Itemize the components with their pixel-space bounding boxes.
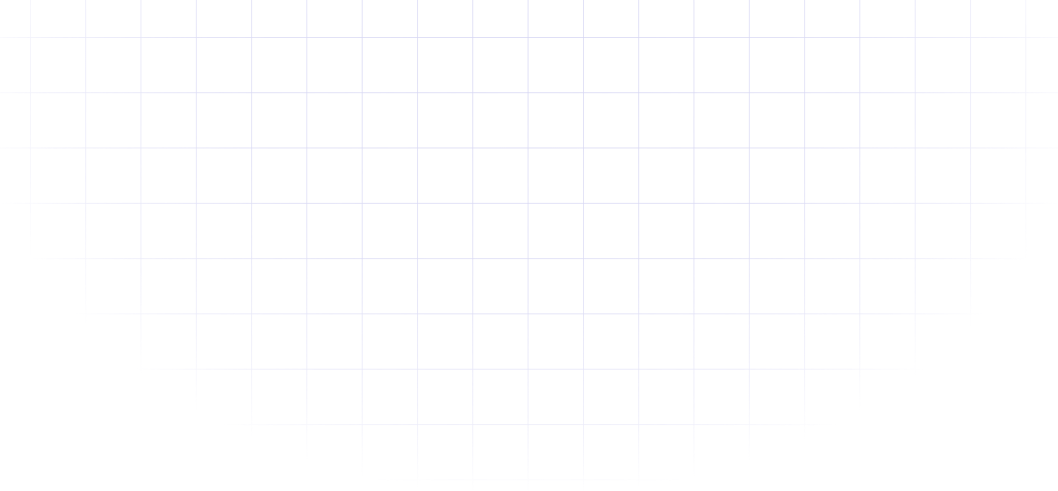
page: Grid background {} html, body { margin: … — [0, 0, 1058, 491]
grid-background — [0, 0, 1058, 491]
page-body — [0, 0, 1058, 491]
grid-lines — [0, 0, 1058, 491]
